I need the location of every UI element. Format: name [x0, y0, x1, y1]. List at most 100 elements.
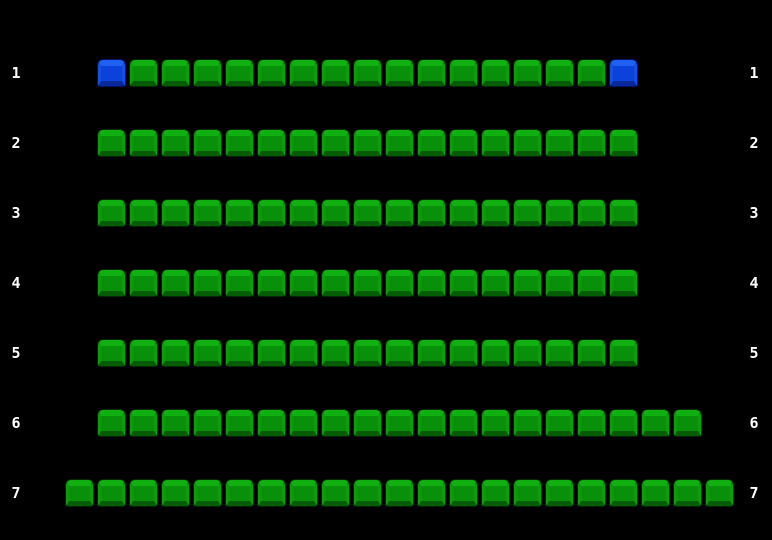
seat-available[interactable] — [354, 130, 381, 156]
seat-available[interactable] — [290, 410, 317, 436]
seat-available[interactable] — [546, 200, 573, 226]
seat-available[interactable] — [98, 410, 125, 436]
seat-available[interactable] — [578, 60, 605, 86]
seat-available[interactable] — [578, 130, 605, 156]
seat-available[interactable] — [130, 270, 157, 296]
seat-available[interactable] — [610, 130, 637, 156]
seat-available[interactable] — [482, 200, 509, 226]
seat-available[interactable] — [162, 270, 189, 296]
seat-available[interactable] — [546, 410, 573, 436]
seat-available[interactable] — [290, 200, 317, 226]
seat-available[interactable] — [386, 200, 413, 226]
seat-available[interactable] — [450, 130, 477, 156]
seat-available[interactable] — [578, 410, 605, 436]
seat-available[interactable] — [354, 200, 381, 226]
seat-available[interactable] — [98, 480, 125, 506]
seat-available[interactable] — [194, 130, 221, 156]
seat-available[interactable] — [130, 60, 157, 86]
seat-available[interactable] — [258, 200, 285, 226]
seat-available[interactable] — [386, 130, 413, 156]
seat-available[interactable] — [162, 130, 189, 156]
seat-available[interactable] — [226, 200, 253, 226]
seat-available[interactable] — [514, 60, 541, 86]
seat-available[interactable] — [322, 200, 349, 226]
seat-available[interactable] — [98, 340, 125, 366]
seat-available[interactable] — [130, 340, 157, 366]
seat-available[interactable] — [162, 200, 189, 226]
seat-available[interactable] — [482, 130, 509, 156]
seat-available[interactable] — [450, 60, 477, 86]
seat-available[interactable] — [642, 410, 669, 436]
seat-available[interactable] — [610, 340, 637, 366]
seat-available[interactable] — [354, 270, 381, 296]
seat-selected[interactable] — [98, 60, 125, 86]
seat-available[interactable] — [514, 270, 541, 296]
seat-available[interactable] — [386, 340, 413, 366]
seat-available[interactable] — [322, 410, 349, 436]
seat-available[interactable] — [226, 340, 253, 366]
seat-available[interactable] — [130, 200, 157, 226]
seat-available[interactable] — [418, 270, 445, 296]
seat-available[interactable] — [578, 480, 605, 506]
seat-available[interactable] — [194, 200, 221, 226]
seat-available[interactable] — [482, 480, 509, 506]
seat-available[interactable] — [130, 130, 157, 156]
seat-available[interactable] — [290, 130, 317, 156]
seat-available[interactable] — [66, 480, 93, 506]
seat-available[interactable] — [418, 480, 445, 506]
seat-available[interactable] — [226, 130, 253, 156]
seat-available[interactable] — [450, 340, 477, 366]
seat-available[interactable] — [450, 480, 477, 506]
seat-available[interactable] — [290, 480, 317, 506]
seat-available[interactable] — [450, 200, 477, 226]
seat-available[interactable] — [98, 200, 125, 226]
seat-available[interactable] — [354, 480, 381, 506]
seat-available[interactable] — [162, 410, 189, 436]
seat-available[interactable] — [482, 60, 509, 86]
seat-available[interactable] — [514, 410, 541, 436]
seat-available[interactable] — [322, 340, 349, 366]
seat-available[interactable] — [418, 130, 445, 156]
seat-available[interactable] — [290, 340, 317, 366]
seat-available[interactable] — [194, 480, 221, 506]
seat-available[interactable] — [450, 270, 477, 296]
seat-available[interactable] — [482, 410, 509, 436]
seat-available[interactable] — [514, 130, 541, 156]
seat-available[interactable] — [162, 480, 189, 506]
seat-available[interactable] — [258, 480, 285, 506]
seat-available[interactable] — [98, 130, 125, 156]
seat-available[interactable] — [322, 130, 349, 156]
seat-available[interactable] — [482, 270, 509, 296]
seat-available[interactable] — [514, 340, 541, 366]
seat-available[interactable] — [258, 410, 285, 436]
seat-available[interactable] — [418, 410, 445, 436]
seat-selected[interactable] — [610, 60, 637, 86]
seat-available[interactable] — [642, 480, 669, 506]
seat-available[interactable] — [514, 200, 541, 226]
seat-available[interactable] — [610, 410, 637, 436]
seat-available[interactable] — [194, 410, 221, 436]
seat-available[interactable] — [98, 270, 125, 296]
seat-available[interactable] — [130, 410, 157, 436]
seat-available[interactable] — [578, 270, 605, 296]
seat-available[interactable] — [546, 270, 573, 296]
seat-available[interactable] — [386, 480, 413, 506]
seat-available[interactable] — [578, 200, 605, 226]
seat-available[interactable] — [290, 60, 317, 86]
seat-available[interactable] — [418, 200, 445, 226]
seat-available[interactable] — [386, 270, 413, 296]
seat-available[interactable] — [546, 480, 573, 506]
seat-available[interactable] — [386, 60, 413, 86]
seat-available[interactable] — [418, 340, 445, 366]
seat-available[interactable] — [322, 60, 349, 86]
seat-available[interactable] — [354, 60, 381, 86]
seat-available[interactable] — [226, 270, 253, 296]
seat-available[interactable] — [354, 340, 381, 366]
seat-available[interactable] — [130, 480, 157, 506]
seat-available[interactable] — [482, 340, 509, 366]
seat-available[interactable] — [162, 340, 189, 366]
seat-available[interactable] — [674, 410, 701, 436]
seat-available[interactable] — [194, 60, 221, 86]
seat-available[interactable] — [610, 270, 637, 296]
seat-available[interactable] — [706, 480, 733, 506]
